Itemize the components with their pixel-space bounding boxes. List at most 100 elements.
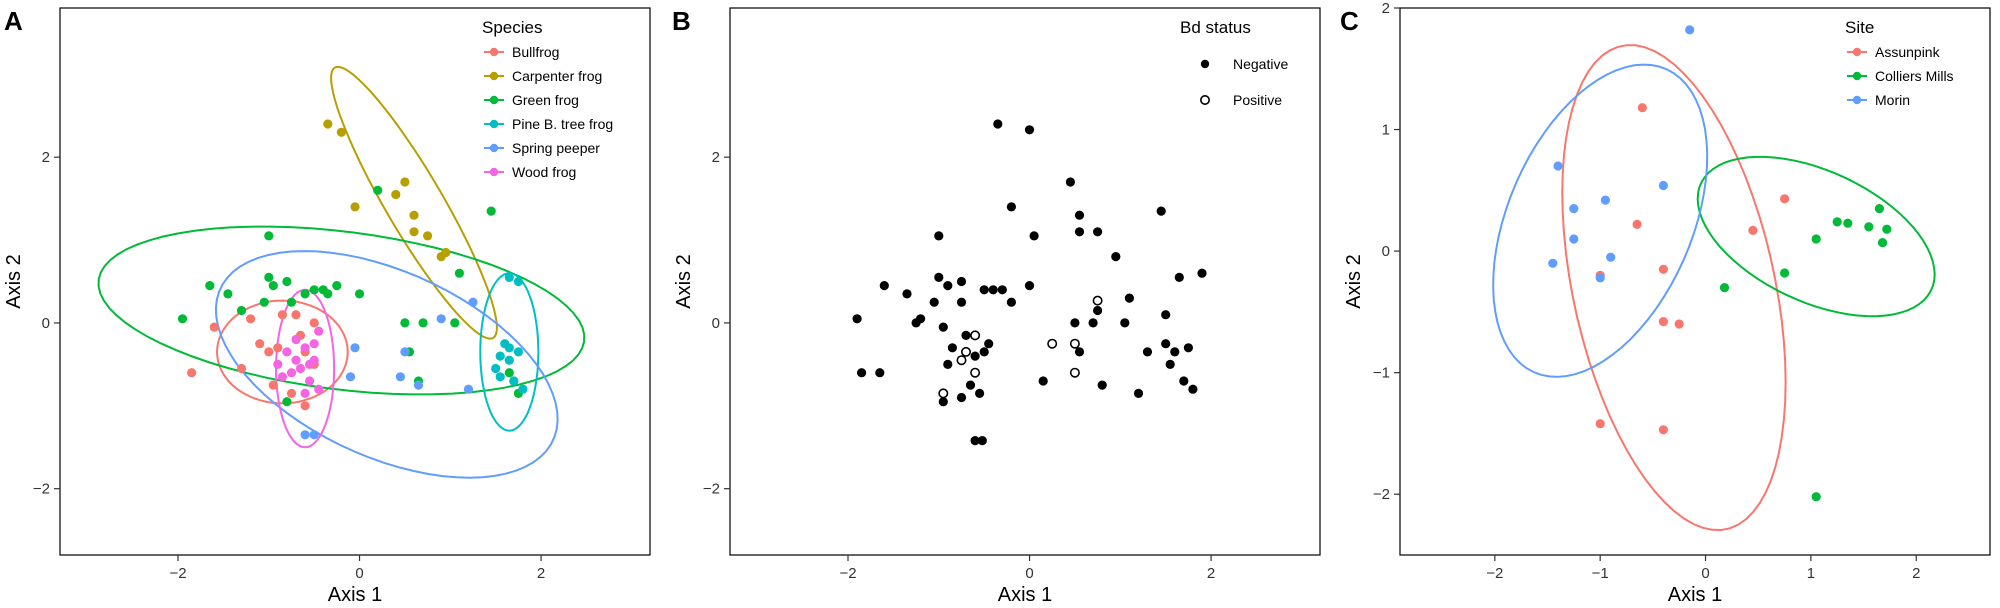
point-negative bbox=[1188, 384, 1198, 394]
point-negative bbox=[979, 285, 989, 295]
point-green-frog bbox=[323, 289, 333, 299]
x-tick-label: −2 bbox=[839, 565, 856, 582]
point-bullfrog bbox=[236, 363, 247, 374]
point-morin bbox=[1595, 273, 1605, 283]
point-negative bbox=[956, 276, 967, 287]
point-positive bbox=[960, 346, 971, 357]
y-tick-label: 0 bbox=[42, 315, 50, 332]
point-bullfrog bbox=[273, 343, 283, 353]
point-negative bbox=[970, 351, 980, 361]
legend-title: Species bbox=[482, 18, 542, 37]
panel-label: B bbox=[672, 6, 691, 36]
point-carpenter-frog bbox=[400, 177, 410, 187]
panel-c: C −2 −1 0 1 2 −2 −1 0 1 2 Axis 1 Axis 2 SiteAssunpink… bbox=[1340, 0, 1991, 606]
point-negative bbox=[1133, 388, 1144, 398]
point-green-frog bbox=[236, 305, 247, 316]
point-negative bbox=[956, 392, 967, 403]
point-morin bbox=[1553, 161, 1563, 171]
point-carpenter-frog bbox=[409, 227, 419, 237]
point-positive bbox=[1092, 295, 1103, 306]
point-negative bbox=[984, 339, 994, 349]
y-tick-label: 2 bbox=[712, 149, 720, 166]
point-green-frog bbox=[259, 297, 269, 307]
legend-key bbox=[1852, 95, 1862, 105]
point-pine-b-tree-frog bbox=[495, 351, 505, 361]
point-green-frog bbox=[268, 281, 278, 291]
point-bullfrog bbox=[255, 339, 265, 349]
x-tick-label: 2 bbox=[1912, 565, 1920, 582]
point-carpenter-frog bbox=[441, 247, 451, 258]
point-colliers-mills bbox=[1780, 268, 1790, 278]
ellipse-morin bbox=[1492, 63, 1709, 378]
legend-label: Bullfrog bbox=[512, 44, 559, 60]
point-wood-frog bbox=[314, 326, 324, 336]
point-pine-b-tree-frog bbox=[518, 384, 528, 394]
point-green-frog bbox=[418, 318, 428, 328]
y-tick-label: 2 bbox=[1382, 0, 1390, 17]
y-tick-label: −2 bbox=[33, 481, 50, 498]
point-green-frog bbox=[264, 272, 274, 282]
point-morin bbox=[1685, 25, 1695, 35]
legend-key bbox=[489, 47, 499, 57]
point-green-frog bbox=[205, 281, 215, 291]
point-positive bbox=[1069, 338, 1080, 349]
x-tick-label: 0 bbox=[355, 565, 363, 582]
x-tick-label: −2 bbox=[1486, 565, 1503, 582]
point-negative bbox=[911, 318, 921, 328]
point-green-frog bbox=[300, 289, 310, 299]
point-wood-frog bbox=[309, 339, 319, 349]
x-tick-label: 1 bbox=[1807, 565, 1815, 582]
point-negative bbox=[938, 322, 948, 332]
point-spring-peeper bbox=[345, 372, 356, 382]
x-tick-label: 0 bbox=[1701, 565, 1709, 582]
point-green-frog bbox=[286, 297, 297, 307]
point-negative bbox=[1093, 305, 1103, 316]
point-negative bbox=[938, 397, 948, 407]
point-morin bbox=[1658, 180, 1668, 191]
point-bullfrog bbox=[286, 388, 297, 398]
point-spring-peeper bbox=[400, 347, 410, 357]
point-green-frog bbox=[264, 231, 274, 241]
x-axis-title: Axis 1 bbox=[998, 584, 1052, 606]
point-green-frog bbox=[373, 185, 383, 195]
point-negative bbox=[1070, 318, 1080, 328]
point-carpenter-frog bbox=[350, 202, 360, 212]
point-negative bbox=[993, 119, 1003, 129]
legend-key bbox=[489, 95, 499, 105]
point-negative bbox=[947, 343, 958, 353]
point-negative bbox=[1174, 272, 1184, 282]
point-negative bbox=[1065, 177, 1075, 187]
point-wood-frog bbox=[300, 343, 310, 353]
point-negative bbox=[934, 272, 944, 282]
legend-label: Wood frog bbox=[512, 164, 576, 180]
point-green-frog bbox=[354, 289, 365, 299]
point-pine-b-tree-frog bbox=[504, 355, 514, 365]
point-colliers-mills bbox=[1882, 224, 1892, 234]
y-tick-label: 1 bbox=[1382, 122, 1390, 139]
point-negative bbox=[1111, 252, 1121, 262]
point-green-frog bbox=[223, 289, 233, 299]
legend-label: Assunpink bbox=[1875, 44, 1941, 60]
point-wood-frog bbox=[295, 363, 306, 374]
y-tick-label: −2 bbox=[703, 481, 720, 498]
point-negative bbox=[857, 368, 867, 378]
y-tick-label: 2 bbox=[42, 149, 50, 166]
point-positive bbox=[970, 367, 981, 378]
ellipse-assunpink bbox=[1561, 44, 1787, 532]
point-assunpink bbox=[1780, 194, 1790, 204]
point-negative bbox=[1142, 347, 1153, 357]
point-carpenter-frog bbox=[423, 231, 433, 241]
point-bullfrog bbox=[300, 401, 310, 411]
point-negative bbox=[943, 281, 953, 291]
point-colliers-mills bbox=[1877, 238, 1888, 248]
y-axis-title: Axis 2 bbox=[673, 254, 695, 308]
legend-key bbox=[489, 71, 499, 81]
point-negative bbox=[1197, 268, 1207, 278]
ellipse-colliers-mills bbox=[1696, 155, 1936, 318]
point-assunpink bbox=[1658, 317, 1668, 327]
point-assunpink bbox=[1637, 103, 1647, 113]
point-green-frog bbox=[309, 285, 319, 295]
point-carpenter-frog bbox=[391, 189, 401, 200]
point-assunpink bbox=[1658, 425, 1668, 435]
